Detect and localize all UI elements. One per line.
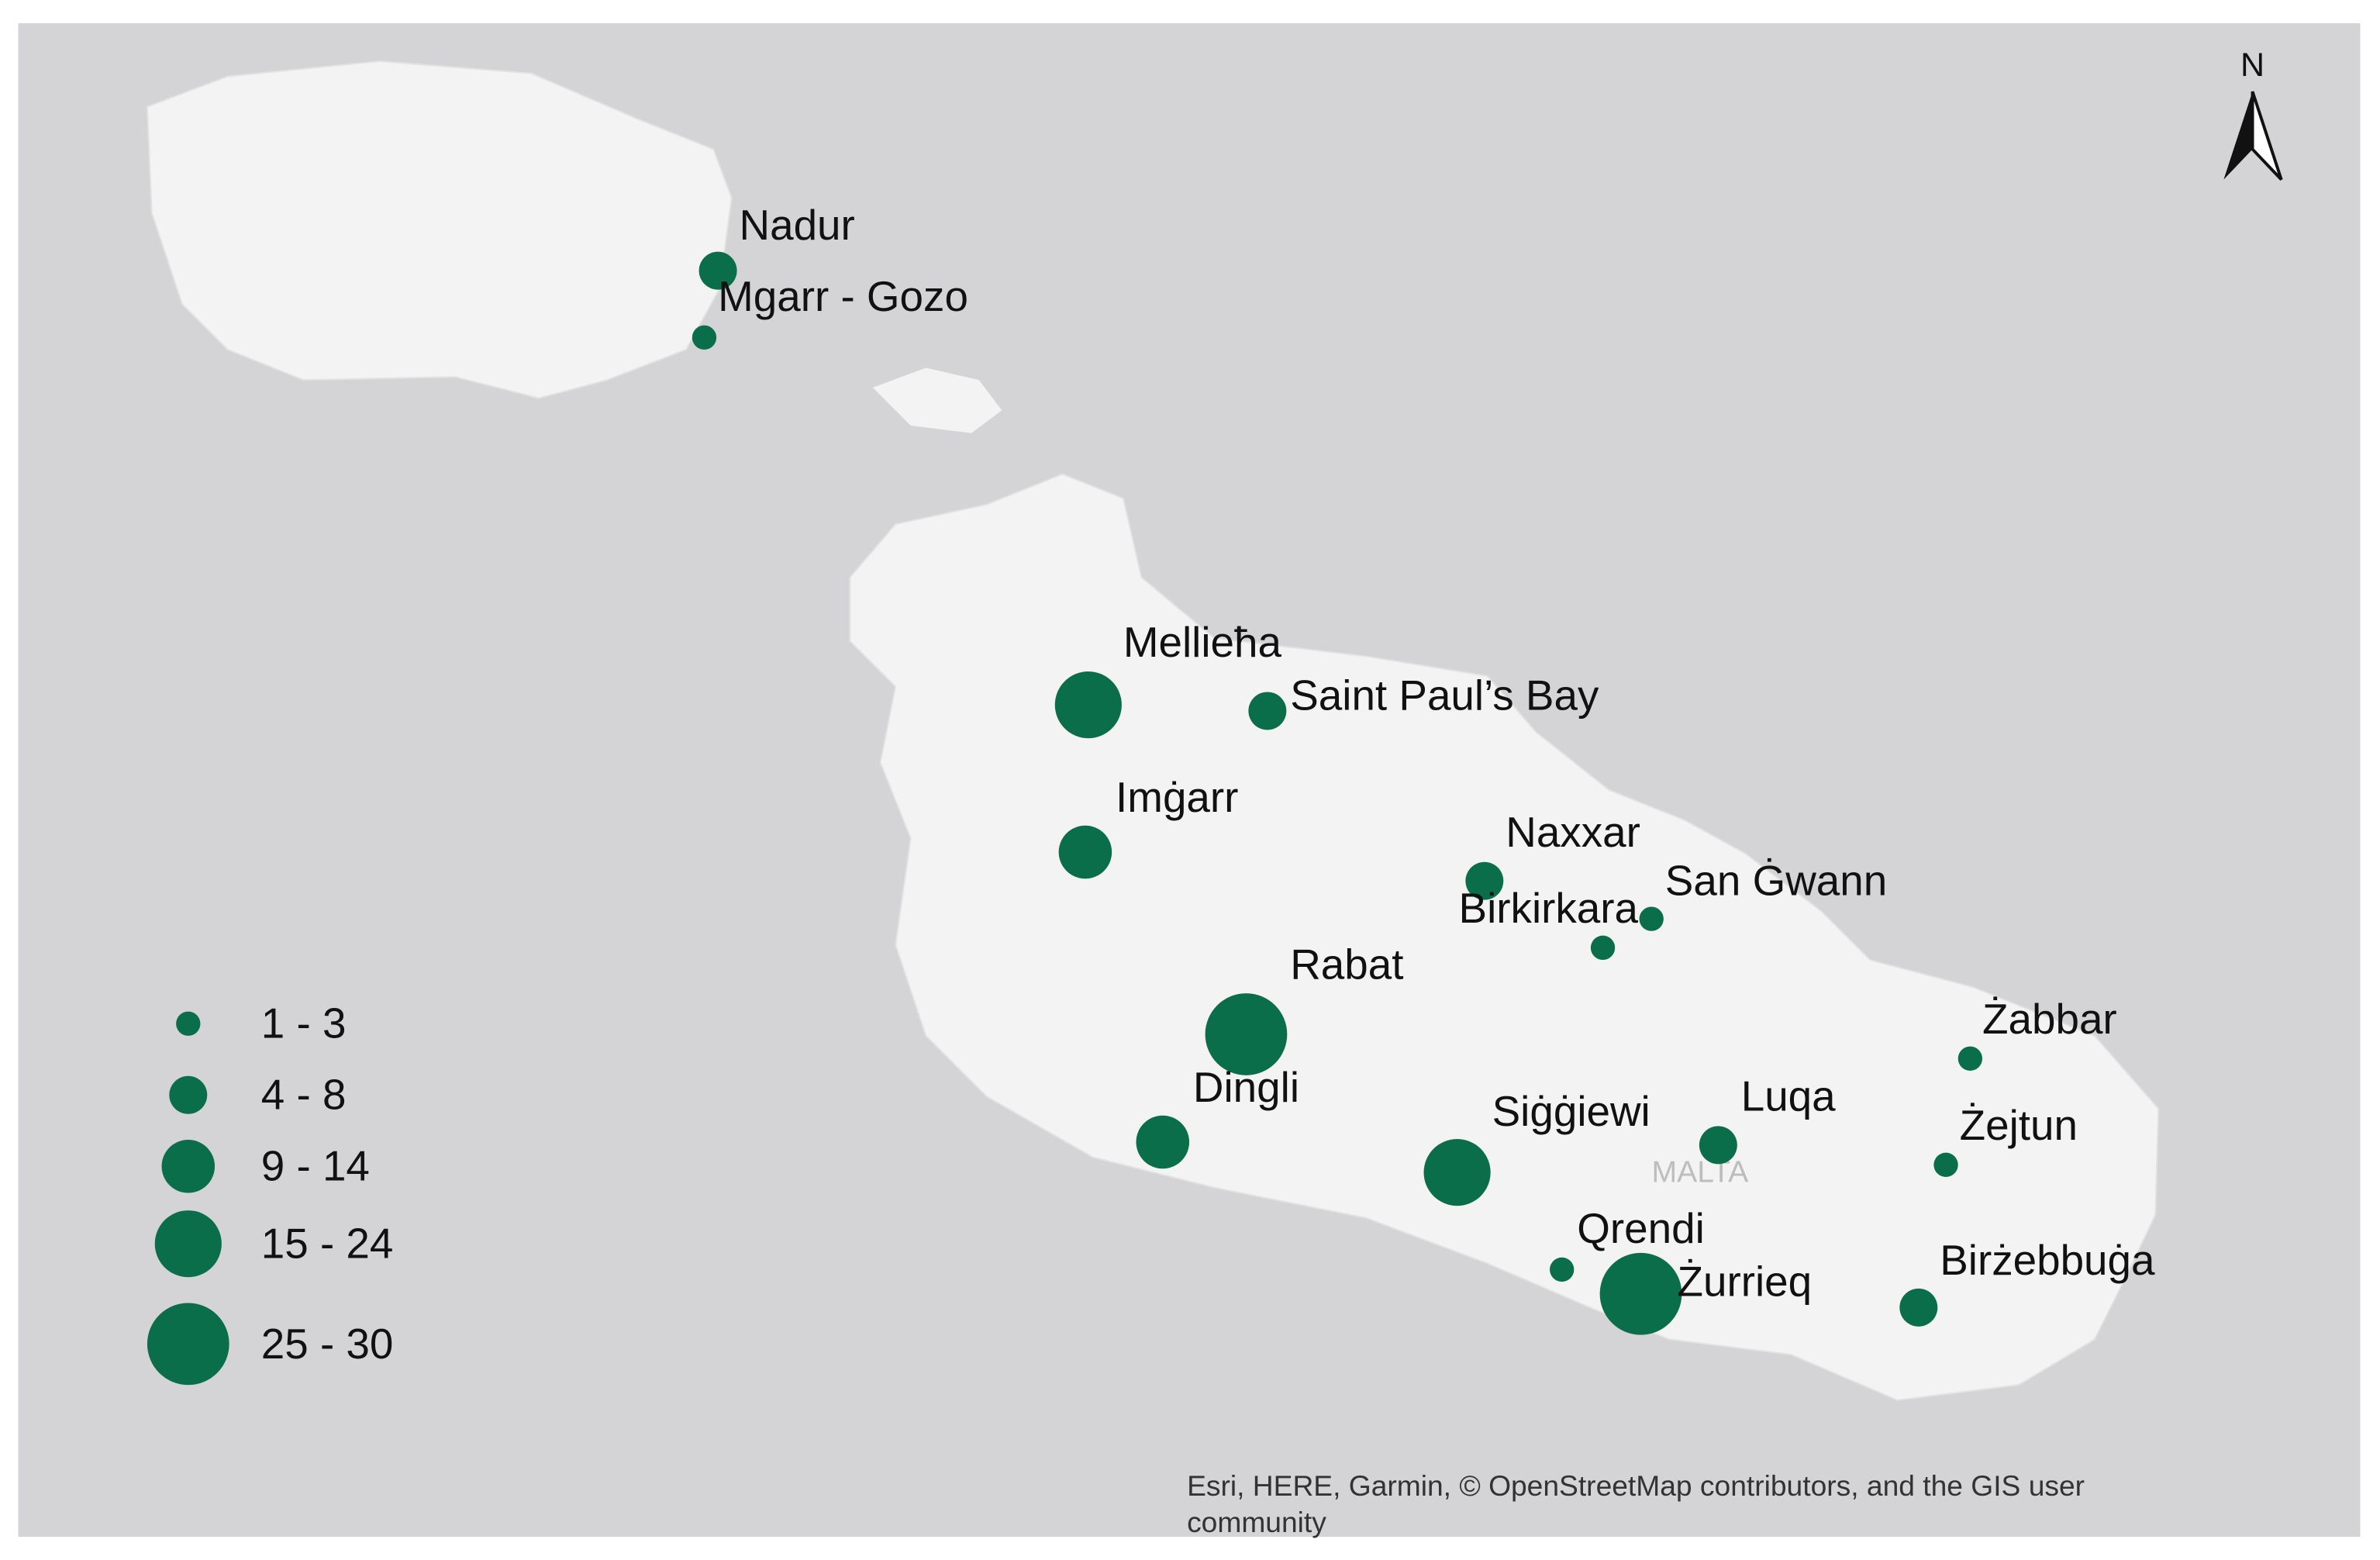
island-comino — [872, 368, 1002, 433]
legend-symbol — [176, 1011, 201, 1036]
place-label: Żejtun — [1960, 1101, 2078, 1149]
legend-symbol — [161, 1140, 216, 1193]
legend-label: 4 - 8 — [261, 1071, 347, 1119]
place-label: Mgarr - Gozo — [718, 272, 968, 320]
place-marker — [1699, 1126, 1737, 1165]
north-label: N — [2240, 47, 2264, 84]
place-label: Qrendi — [1577, 1204, 1705, 1252]
place-label: Birżebbuġa — [1940, 1236, 2155, 1284]
place-marker — [1465, 861, 1504, 900]
island-gozo — [146, 60, 733, 399]
place-marker — [1550, 1257, 1575, 1282]
attribution: Esri, HERE, Garmin, © OpenStreetMap cont… — [1187, 1469, 2085, 1502]
place-marker — [1054, 671, 1122, 739]
place-label: San Ġwann — [1665, 857, 1887, 905]
legend-symbol — [147, 1303, 229, 1386]
place-marker — [698, 251, 737, 290]
attribution: community — [1187, 1506, 1326, 1538]
place-marker — [1957, 1046, 1983, 1071]
place-label: Saint Paul’s Bay — [1290, 671, 1599, 720]
place-label: Mellieħa — [1123, 618, 1282, 666]
place-label: Naxxar — [1506, 808, 1640, 856]
legend-label: 15 - 24 — [261, 1220, 394, 1268]
legend-label: 25 - 30 — [261, 1320, 394, 1368]
place-marker — [1248, 692, 1287, 730]
place-marker — [1639, 906, 1664, 931]
place-label: Nadur — [740, 201, 855, 249]
place-label: Birkirkara — [1459, 884, 1639, 932]
basemap-label: MALTA — [1652, 1155, 1750, 1189]
place-marker — [692, 325, 717, 350]
place-label: Rabat — [1290, 940, 1403, 988]
north-arrow — [2251, 91, 2283, 181]
place-marker — [1933, 1152, 1958, 1177]
place-marker — [1590, 935, 1616, 961]
place-marker — [1136, 1115, 1190, 1169]
place-label: Luqa — [1741, 1072, 1836, 1120]
place-label: Żurrieq — [1677, 1257, 1812, 1305]
legend-label: 1 - 3 — [261, 999, 347, 1047]
north-arrow — [2223, 91, 2253, 180]
place-marker — [1899, 1288, 1938, 1327]
place-label: Siġġiewi — [1492, 1087, 1650, 1135]
legend-symbol — [154, 1210, 222, 1278]
legend-symbol — [169, 1075, 208, 1114]
legend-label: 9 - 14 — [261, 1142, 370, 1190]
island-malta — [849, 473, 2160, 1401]
place-label: Imġarr — [1116, 773, 1238, 821]
place-marker — [1599, 1252, 1682, 1335]
place-label: Żabbar — [1982, 995, 2117, 1043]
place-marker — [1205, 993, 1288, 1075]
place-label: Dingli — [1193, 1063, 1299, 1111]
place-marker — [1058, 825, 1112, 879]
place-marker — [1423, 1139, 1491, 1206]
